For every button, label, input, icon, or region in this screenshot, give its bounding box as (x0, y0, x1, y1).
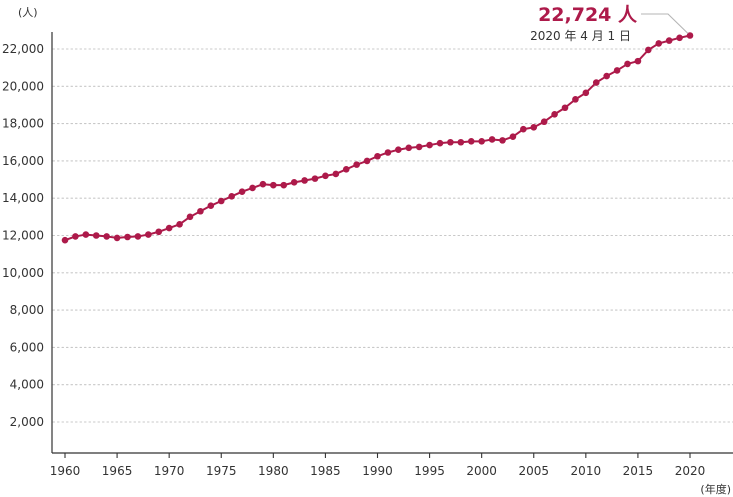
data-point (582, 89, 590, 97)
y-tick-label: 18,000 (2, 117, 44, 131)
x-tick-label: 1995 (414, 464, 445, 478)
data-point (155, 228, 163, 236)
data-point (426, 141, 433, 149)
x-tick-label: 1975 (206, 464, 237, 478)
data-point (520, 125, 527, 133)
y-tick-label: 16,000 (2, 154, 44, 168)
data-point (447, 138, 454, 146)
data-point (384, 149, 392, 156)
data-point (415, 143, 423, 151)
x-tick-label: 1985 (310, 464, 341, 478)
data-point (124, 233, 131, 241)
y-axis-unit-label: (人) (18, 6, 38, 19)
data-point (259, 180, 267, 188)
annotation-layer: 22,724 人 2020 年 4 月 1 日 (530, 4, 689, 43)
y-tick-label: 22,000 (2, 42, 44, 56)
x-tick-label: 2015 (623, 464, 654, 478)
data-point (540, 118, 548, 126)
data-point (301, 177, 308, 184)
data-point (238, 188, 246, 195)
data-point (134, 233, 142, 240)
data-point (676, 34, 683, 42)
data-point (457, 138, 465, 146)
data-point (436, 139, 444, 147)
data-point (363, 157, 371, 165)
data-point (374, 152, 381, 160)
x-tick-label: 2020 (675, 464, 706, 478)
y-tick-label: 14,000 (2, 191, 44, 205)
y-tick-label: 10,000 (2, 266, 44, 280)
data-point (395, 146, 402, 154)
y-tick-label: 8,000 (10, 303, 44, 317)
data-point (113, 234, 121, 242)
x-tick-label: 1965 (102, 464, 133, 478)
data-point (634, 57, 642, 65)
x-tick-label: 2010 (571, 464, 602, 478)
data-point (228, 193, 235, 200)
data-point (332, 170, 340, 178)
data-point (207, 202, 215, 209)
grid-layer (52, 48, 733, 423)
data-point (186, 213, 194, 221)
data-point (249, 184, 256, 192)
data-point (686, 32, 694, 39)
data-point (342, 165, 350, 173)
data-point (561, 104, 569, 112)
data-point (353, 161, 360, 168)
y-tick-label: 20,000 (2, 79, 44, 93)
data-point (82, 231, 90, 238)
callout-value: 22,724 人 (538, 4, 638, 26)
data-point (322, 172, 329, 180)
data-point (72, 233, 79, 240)
data-point (624, 60, 631, 68)
data-point (405, 144, 413, 152)
data-point (488, 136, 496, 143)
x-tick-label: 1970 (154, 464, 185, 478)
data-point (280, 181, 288, 189)
series-layer (61, 32, 694, 244)
y-tick-label: 12,000 (2, 229, 44, 243)
data-point (499, 137, 506, 144)
x-tick-label: 1960 (50, 464, 81, 478)
data-point (165, 224, 173, 232)
data-point (613, 67, 621, 74)
data-point (665, 37, 673, 44)
data-point (467, 138, 475, 145)
y-tick-label: 2,000 (10, 415, 44, 429)
data-point (530, 124, 538, 131)
data-point (61, 236, 69, 244)
y-tick-label: 6,000 (10, 340, 44, 354)
data-point (572, 96, 579, 103)
x-tick-label: 2000 (466, 464, 497, 478)
callout-date: 2020 年 4 月 1 日 (530, 29, 631, 43)
data-point (478, 138, 485, 145)
x-tick-label: 1980 (258, 464, 289, 478)
data-point (176, 221, 183, 228)
data-point (217, 197, 225, 205)
data-point (592, 79, 600, 86)
axis-layer: 2,000 4,000 6,000 8,000 10,000 12,000 14,000 16… (2, 6, 733, 496)
x-tick-label: 2005 (518, 464, 549, 478)
data-point (103, 233, 110, 240)
x-tick-label: 1990 (362, 464, 393, 478)
data-point (197, 207, 204, 215)
data-point (270, 181, 277, 189)
data-point (551, 110, 558, 118)
data-point (145, 231, 152, 238)
data-point (603, 72, 610, 80)
series-line (64, 34, 691, 242)
data-point (290, 179, 298, 186)
data-point (645, 46, 652, 54)
data-point (92, 232, 100, 239)
data-point (311, 175, 319, 182)
data-point (655, 40, 663, 47)
data-point (509, 133, 517, 140)
x-axis-unit-label: (年度) (700, 482, 731, 496)
callout-leader-line (641, 13, 689, 34)
y-tick-label: 4,000 (10, 378, 44, 392)
